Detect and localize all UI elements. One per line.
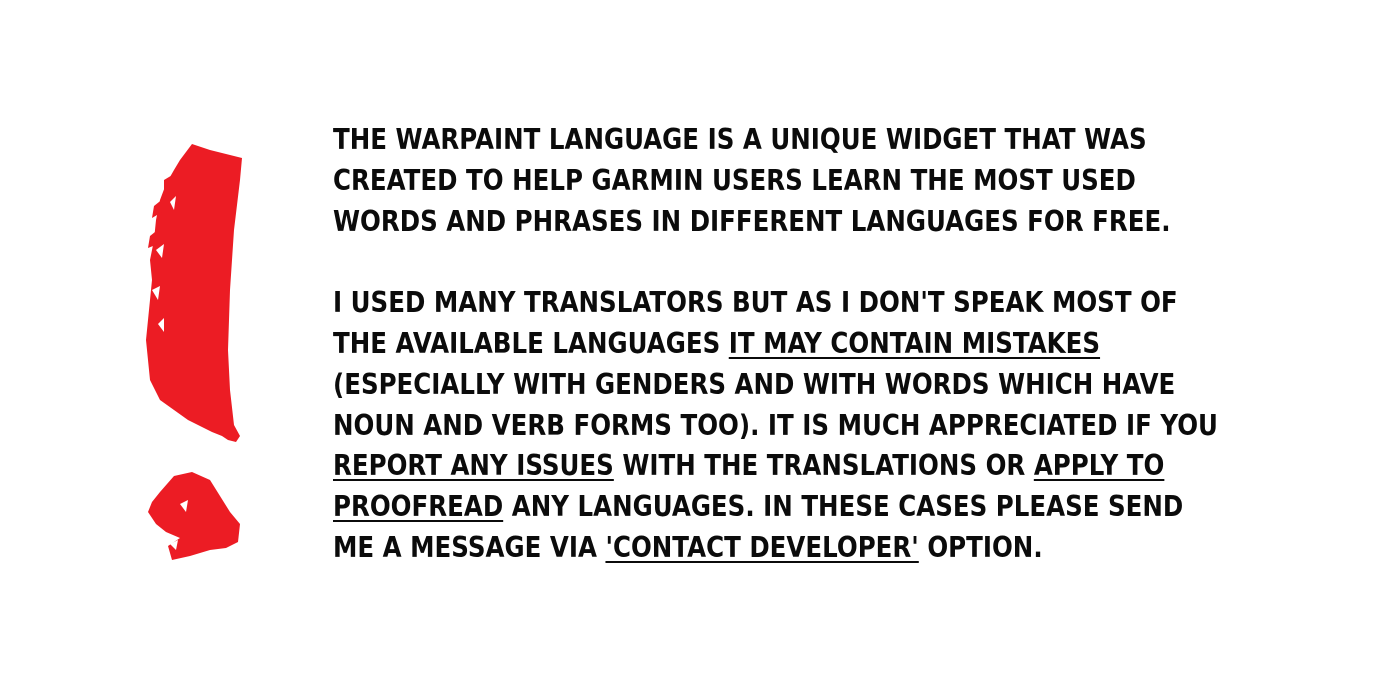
description-line: The warpaint language is a unique widget… bbox=[333, 123, 1147, 156]
disclaimer-text: me a message via bbox=[333, 530, 606, 564]
disclaimer-line: the available languages it may contain m… bbox=[333, 324, 1227, 365]
disclaimer-text: any languages. In these cases please sen… bbox=[503, 490, 1184, 524]
disclaimer-line: proofread any languages. In these cases … bbox=[333, 487, 1227, 528]
description-paragraph: The warpaint language is a unique widget… bbox=[333, 120, 1227, 242]
disclaimer-line: report any issues with the translations … bbox=[333, 446, 1227, 487]
disclaimer-text: the available languages bbox=[333, 326, 729, 360]
apply-to-proofread-emphasis: proofread bbox=[333, 490, 504, 524]
disclaimer-line: me a message via 'Contact Developer' opt… bbox=[333, 528, 1227, 569]
disclaimer-text: with the translations or bbox=[613, 449, 1034, 483]
disclaimer-line: (especially with genders and with words … bbox=[333, 367, 1176, 401]
info-text-block: The warpaint language is a unique widget… bbox=[333, 120, 1227, 569]
apply-to-proofread-emphasis: apply to bbox=[1033, 449, 1165, 483]
may-contain-mistakes-emphasis: it may contain mistakes bbox=[728, 326, 1101, 360]
exclamation-stroke-fragment bbox=[148, 228, 160, 248]
description-line: created to help Garmin users learn the m… bbox=[333, 163, 1136, 197]
exclamation-mark-icon bbox=[146, 144, 242, 560]
exclamation-stroke bbox=[146, 144, 242, 442]
disclaimer-text: option. bbox=[918, 530, 1043, 564]
disclaimer-line: I used many translators but as I don't s… bbox=[333, 286, 1178, 320]
exclamation-stroke-fragment bbox=[164, 174, 174, 194]
exclamation-stroke-fragment bbox=[152, 198, 164, 218]
description-line: words and phrases in different languages… bbox=[333, 204, 1171, 238]
disclaimer-paragraph: I used many translators but as I don't s… bbox=[333, 283, 1227, 569]
report-issues-emphasis: report any issues bbox=[333, 449, 614, 483]
disclaimer-line: noun and verb forms too). It is much app… bbox=[333, 408, 1218, 442]
contact-developer-emphasis: 'Contact Developer' bbox=[605, 530, 919, 564]
exclamation-dot bbox=[148, 472, 240, 560]
